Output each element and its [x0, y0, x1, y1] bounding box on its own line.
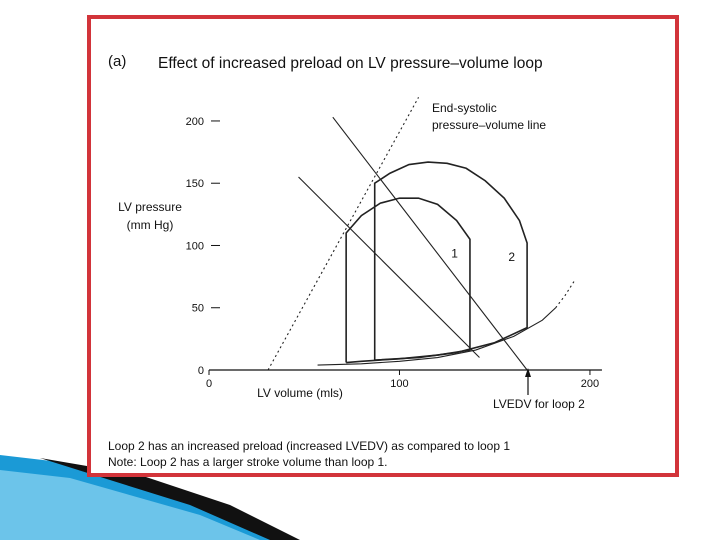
chart-title: Effect of increased preload on LV pressu…	[158, 55, 543, 72]
series-line	[555, 280, 576, 309]
y-tick-label: 100	[186, 240, 204, 252]
annotation: LVEDV for loop 2	[493, 397, 585, 411]
decor-swoosh	[0, 470, 260, 540]
note: Loop 2 has an increased preload (increas…	[108, 439, 510, 453]
series-line	[332, 116, 528, 371]
x-axis-label: LV volume (mls)	[257, 386, 343, 400]
y-axis-label: LV pressure	[118, 200, 182, 214]
y-axis-label: (mm Hg)	[127, 218, 174, 232]
x-tick-label: 200	[581, 378, 599, 390]
decor-swoosh	[40, 458, 300, 540]
annotation: pressure–volume line	[432, 118, 546, 132]
series-line	[373, 161, 528, 361]
annotation-arrow	[525, 368, 531, 377]
figure-frame	[87, 15, 679, 477]
y-tick-label: 150	[186, 178, 204, 190]
x-tick-label: 100	[390, 378, 408, 390]
loop-label: 1	[451, 246, 458, 260]
y-tick-label: 200	[186, 116, 204, 128]
note: Note: Loop 2 has a larger stroke volume …	[108, 455, 388, 469]
series-line	[317, 307, 557, 366]
plot-area: 0 50 100 150 200 0 100 200 1 2	[186, 97, 602, 390]
panel-label: (a)	[108, 53, 126, 70]
annotation: End-systolic	[432, 101, 497, 115]
loop-label: 2	[508, 250, 515, 264]
series-line	[267, 97, 420, 371]
y-tick-label: 0	[198, 365, 204, 377]
series-line	[298, 176, 480, 358]
x-tick-label: 0	[206, 378, 212, 390]
y-tick-label: 50	[192, 303, 204, 315]
